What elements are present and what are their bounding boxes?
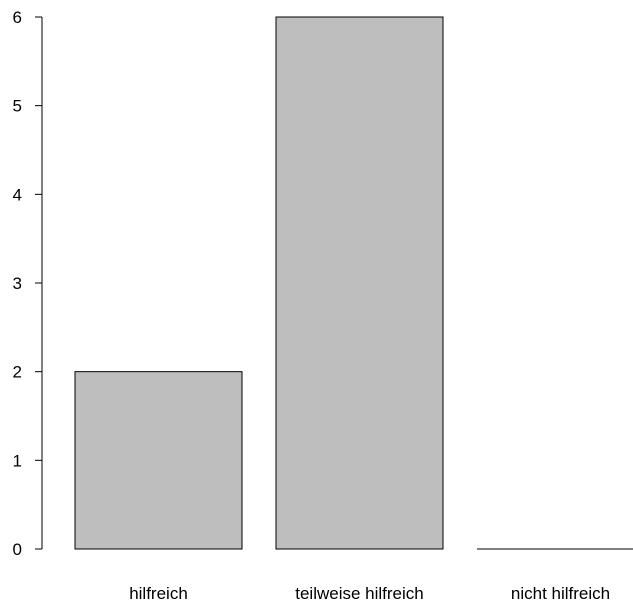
y-tick-label: 6 (13, 8, 22, 27)
y-tick-label: 1 (13, 451, 22, 470)
y-axis: 0 1 2 3 4 5 6 (13, 8, 43, 559)
x-axis-labels: hilfreich teilweise hilfreich nicht hilfre… (129, 584, 610, 603)
y-tick-label: 0 (13, 540, 22, 559)
x-tick-label: teilweise hilfreich (295, 584, 424, 603)
bars (74, 16, 633, 550)
bar (275, 16, 444, 550)
x-tick-label: hilfreich (129, 584, 188, 603)
y-tick-label: 3 (13, 274, 22, 293)
y-tick-label: 5 (13, 97, 22, 116)
y-tick-label: 2 (13, 363, 22, 382)
y-tick-label: 4 (13, 185, 22, 204)
bar (74, 371, 243, 550)
x-tick-label: nicht hilfreich (511, 584, 610, 603)
